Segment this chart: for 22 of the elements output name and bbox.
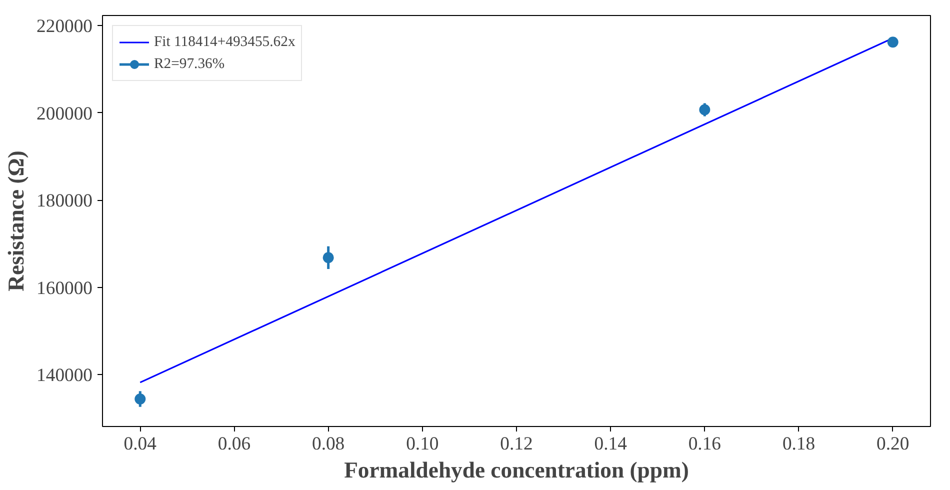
y-tick-label: 160000: [36, 278, 92, 299]
point: [699, 104, 710, 116]
point: [322, 252, 334, 264]
y-tick-label: 220000: [36, 16, 92, 38]
y-tick-label: 200000: [36, 103, 92, 124]
x-tick-label: 0.20: [876, 434, 910, 454]
point: [887, 36, 898, 48]
x-tick-label: 0.06: [218, 434, 251, 454]
x-tick-label: 0.08: [312, 434, 345, 454]
x-tick-label: 0.10: [406, 434, 439, 454]
x-tick-label: 0.12: [500, 434, 533, 454]
x-tick-label: 0.16: [688, 434, 722, 454]
x-axis-title: Formaldehyde concentration (ppm): [344, 458, 689, 482]
legend-label: R2=97.36%: [154, 56, 225, 72]
x-tick-label: 0.14: [594, 434, 628, 454]
x-tick-label: 0.04: [124, 434, 158, 454]
y-tick-label: 180000: [36, 190, 92, 212]
legend-label: Fit 118414+493455.62x: [154, 34, 296, 50]
point: [134, 394, 146, 405]
y-axis-title: Resistance (Ω): [4, 150, 29, 292]
x-tick-label: 0.18: [782, 434, 816, 454]
y-tick-label: 140000: [36, 365, 92, 386]
